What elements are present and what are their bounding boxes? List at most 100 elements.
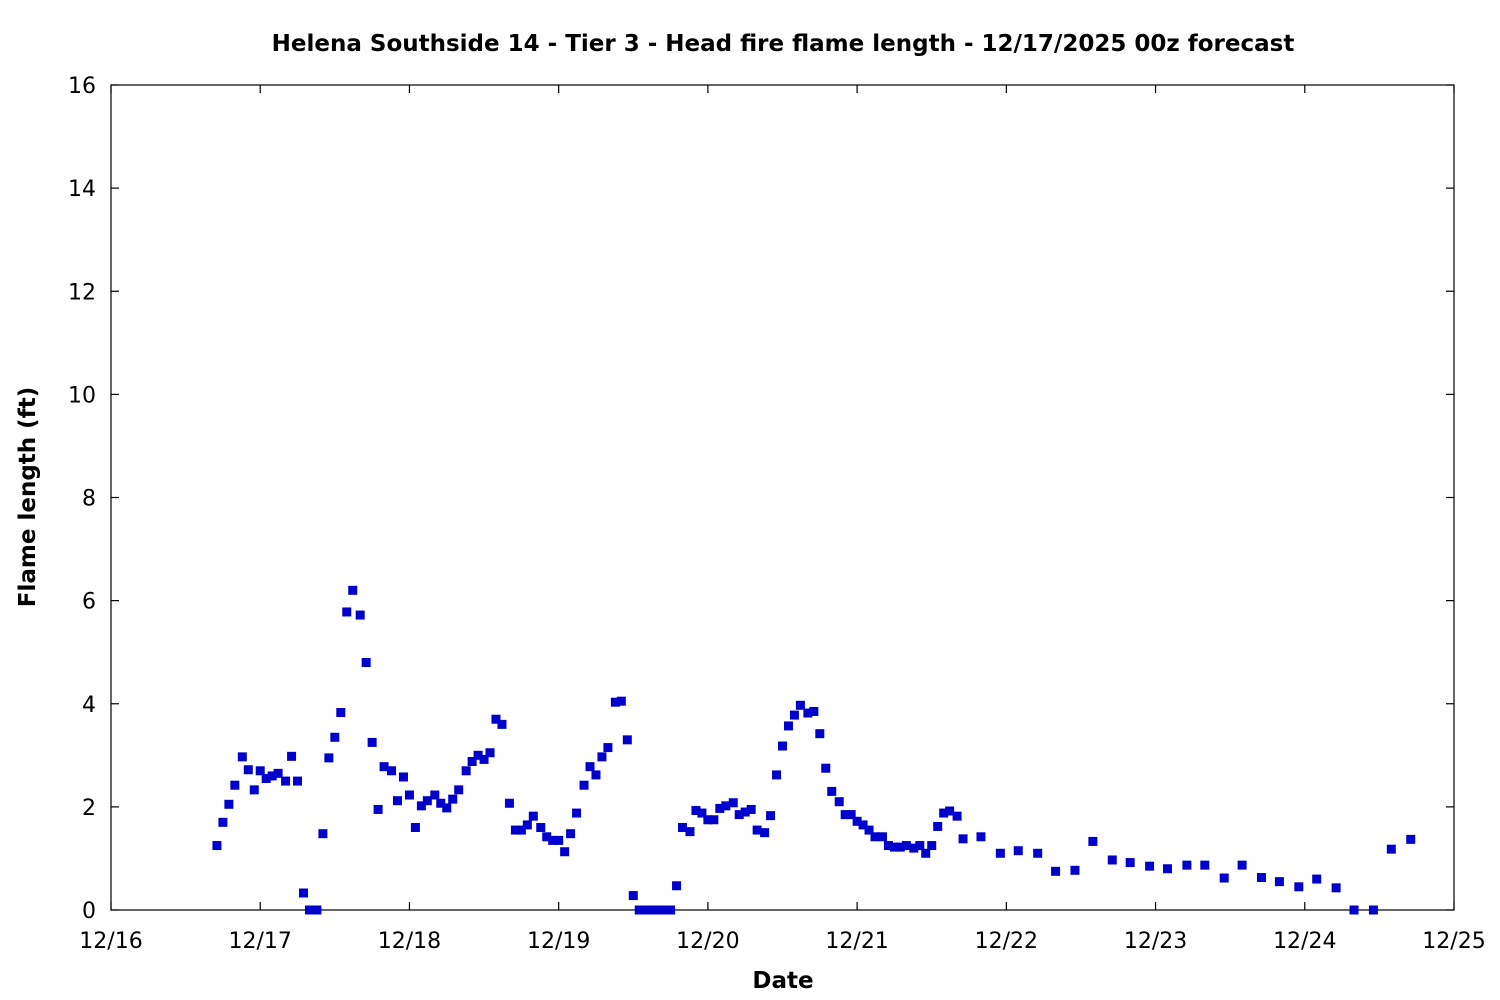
plot-frame <box>110 84 1455 911</box>
data-point <box>287 751 297 761</box>
data-point <box>542 832 552 842</box>
data-point <box>789 710 799 720</box>
data-point <box>430 790 440 800</box>
y-tick-label: 4 <box>82 693 96 718</box>
data-point <box>721 801 731 811</box>
data-point <box>255 766 265 776</box>
data-point <box>218 817 228 827</box>
data-point <box>304 905 314 915</box>
x-tick-label: 12/16 <box>79 929 142 954</box>
data-point <box>373 804 383 814</box>
y-tick-label: 2 <box>82 796 96 821</box>
data-point <box>572 808 582 818</box>
data-point <box>1237 860 1247 870</box>
y-tick-label: 14 <box>68 177 96 202</box>
data-point <box>610 697 620 707</box>
x-axis-label: Date <box>752 968 813 994</box>
data-point <box>528 811 538 821</box>
x-tick-label: 12/18 <box>378 929 441 954</box>
data-point <box>734 810 744 820</box>
data-point <box>491 714 501 724</box>
data-point <box>330 732 340 742</box>
data-point <box>281 776 291 786</box>
data-point <box>1070 865 1080 875</box>
data-point <box>634 905 644 915</box>
data-point <box>728 798 738 808</box>
data-point <box>1406 834 1416 844</box>
data-point <box>778 741 787 751</box>
data-point <box>921 848 931 858</box>
data-point <box>901 841 911 851</box>
data-point <box>864 825 874 835</box>
data-point <box>766 811 776 821</box>
data-point <box>442 803 452 813</box>
data-point <box>889 842 899 852</box>
y-tick-label: 0 <box>82 899 96 924</box>
data-point <box>579 780 589 790</box>
data-point <box>746 804 756 814</box>
data-point <box>448 794 458 804</box>
data-point <box>1182 860 1192 870</box>
data-point <box>536 823 546 832</box>
data-point <box>1200 860 1210 870</box>
x-axis: 12/16 12/17 12/18 12/19 12/20 12/21 12/22 12/23… <box>79 85 1486 954</box>
data-point <box>473 750 483 760</box>
data-point <box>603 743 613 753</box>
data-point <box>212 841 222 851</box>
y-axis-label: Flame length (ft) <box>15 387 41 607</box>
data-point <box>883 841 893 851</box>
data-point <box>685 827 695 837</box>
data-point <box>355 610 365 620</box>
x-tick-label: 12/20 <box>676 929 739 954</box>
data-point <box>585 762 595 772</box>
data-point <box>224 799 234 809</box>
data-point <box>293 776 303 786</box>
data-point <box>1274 877 1284 887</box>
data-point <box>318 829 328 839</box>
data-point <box>1257 873 1267 883</box>
data-point <box>927 841 937 851</box>
data-point <box>1368 905 1378 915</box>
data-point <box>522 820 532 830</box>
data-point <box>976 832 986 842</box>
chart-title: Helena Southside 14 - Tier 3 - Head fire… <box>272 31 1295 57</box>
data-point <box>795 700 805 710</box>
data-point <box>1125 858 1135 868</box>
data-point <box>342 607 352 617</box>
data-point <box>230 780 240 790</box>
y-axis: 0 2 4 6 8 10 12 14 16 <box>68 74 1454 924</box>
data-point <box>404 790 414 800</box>
data-point <box>840 810 850 820</box>
data-point <box>548 835 558 845</box>
data-point <box>516 825 526 835</box>
data-point <box>654 905 664 915</box>
data-point <box>454 785 464 795</box>
data-point <box>510 825 520 835</box>
data-point <box>273 768 283 778</box>
data-point <box>422 796 432 806</box>
data-point <box>485 748 495 758</box>
data-point <box>367 737 377 747</box>
data-point <box>336 708 346 718</box>
data-point <box>1107 855 1117 865</box>
data-point <box>436 798 446 808</box>
data-point <box>958 834 968 844</box>
data-point <box>834 797 844 807</box>
data-point <box>1386 844 1396 854</box>
data-point <box>1145 861 1155 871</box>
data-point <box>858 820 868 830</box>
data-point <box>261 774 271 784</box>
data-point <box>666 905 676 915</box>
data-point <box>809 706 819 716</box>
data-point <box>398 772 408 782</box>
data-point <box>827 786 837 796</box>
data-point <box>461 766 471 776</box>
x-tick-label: 12/17 <box>229 929 292 954</box>
data-point <box>740 807 750 817</box>
data-point <box>772 770 782 780</box>
data-point <box>678 823 688 832</box>
data-points <box>212 585 1416 915</box>
data-point <box>1051 866 1061 876</box>
data-point <box>566 829 576 839</box>
